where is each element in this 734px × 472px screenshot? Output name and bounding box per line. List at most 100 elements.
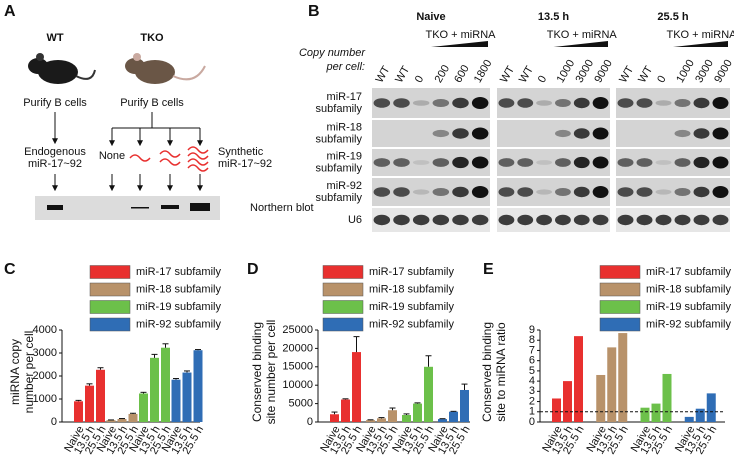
band xyxy=(393,214,410,226)
lane-label: 9000 xyxy=(712,58,734,85)
bar xyxy=(388,410,397,422)
lane-label: WT xyxy=(617,64,636,85)
tree-lines xyxy=(112,112,200,129)
bar xyxy=(563,381,572,422)
band xyxy=(592,156,609,169)
band xyxy=(412,100,430,106)
bar xyxy=(377,418,386,422)
band xyxy=(471,156,489,169)
band xyxy=(712,127,729,140)
blot xyxy=(35,196,220,220)
bar xyxy=(182,372,192,422)
bar xyxy=(193,350,203,422)
legend-label: miR-19 subfamily xyxy=(646,301,731,313)
y-tick-label: 0 xyxy=(529,416,535,428)
legend-label: miR-17 subfamily xyxy=(369,266,454,278)
blot xyxy=(497,88,610,118)
legend-swatch xyxy=(322,300,364,314)
bar xyxy=(424,366,433,422)
y-tick-label: 2000 xyxy=(33,370,57,382)
lane-label: 0 xyxy=(413,74,426,85)
y-tick-label: 10000 xyxy=(282,379,313,391)
legend-swatch xyxy=(322,265,364,279)
band xyxy=(636,187,653,197)
band xyxy=(536,100,552,106)
dose-wedge xyxy=(673,41,728,47)
lane-label: 1000 xyxy=(674,58,697,85)
band xyxy=(498,158,515,167)
bar xyxy=(413,403,422,422)
y-axis-label: Conserved binding xyxy=(250,322,264,422)
y-tick-label: 25000 xyxy=(282,324,313,336)
legend-swatch xyxy=(599,265,641,279)
band xyxy=(674,99,691,107)
band xyxy=(131,207,149,209)
band xyxy=(471,97,489,109)
y-axis-label: miRNA copy xyxy=(8,339,22,405)
condition-label: Naive xyxy=(416,11,445,23)
band xyxy=(373,158,391,167)
bar xyxy=(438,419,447,422)
y-axis-label: Conserved binding xyxy=(480,322,494,422)
legend-swatch xyxy=(322,282,364,297)
band xyxy=(555,158,571,167)
band xyxy=(693,214,710,226)
band xyxy=(432,214,450,226)
treatment-label: TKO + miRNA xyxy=(426,29,497,41)
y-tick-label: 15000 xyxy=(282,361,313,373)
lane-label: 0 xyxy=(655,74,668,85)
y-tick-label: 4 xyxy=(529,375,535,387)
band xyxy=(573,214,590,226)
legend-swatch xyxy=(322,317,364,332)
blot xyxy=(497,120,610,147)
lane-label: 3000 xyxy=(693,58,716,85)
band xyxy=(471,127,489,140)
row-label: subfamily xyxy=(316,192,363,204)
band xyxy=(573,156,590,169)
y-axis-label: site to miRNA ratio xyxy=(494,322,508,422)
legend-swatch xyxy=(599,300,641,314)
band xyxy=(517,214,534,226)
row-label: subfamily xyxy=(316,133,363,145)
copy-label: Copy number xyxy=(299,47,366,59)
band xyxy=(712,214,729,226)
panel-label: B xyxy=(308,3,320,20)
bar xyxy=(706,393,716,422)
bar xyxy=(684,416,694,422)
row-label: miR-17 xyxy=(327,91,362,103)
legend-label: miR-19 subfamily xyxy=(136,301,221,313)
panel-label: D xyxy=(247,261,259,278)
legend-label: miR-19 subfamily xyxy=(369,301,454,313)
label: WT xyxy=(46,32,63,44)
band xyxy=(432,129,450,138)
y-tick-label: 20000 xyxy=(282,342,313,354)
band xyxy=(47,205,63,210)
bar xyxy=(366,420,375,422)
mouse-icon xyxy=(28,53,96,84)
y-tick-label: 0 xyxy=(51,416,57,428)
legend-label: miR-92 subfamily xyxy=(369,318,454,330)
label: miR-17~92 xyxy=(28,158,82,170)
band xyxy=(617,158,634,167)
y-tick-label: 9 xyxy=(529,324,535,336)
band xyxy=(536,160,552,165)
band xyxy=(636,158,653,167)
band xyxy=(655,100,672,106)
bar xyxy=(695,408,705,422)
bar xyxy=(596,374,606,422)
blot xyxy=(616,208,730,232)
band xyxy=(592,97,609,109)
blot xyxy=(372,178,490,206)
band xyxy=(517,187,534,197)
band xyxy=(555,129,571,138)
band xyxy=(712,156,729,169)
band xyxy=(573,97,590,109)
band xyxy=(555,99,571,107)
band xyxy=(592,186,609,198)
bar xyxy=(402,415,411,422)
treatment-label: TKO + miRNA xyxy=(547,29,618,41)
blot xyxy=(497,208,610,232)
lane-label: WT xyxy=(517,64,536,85)
band xyxy=(498,187,515,197)
row-label: miR-19 xyxy=(327,150,362,162)
